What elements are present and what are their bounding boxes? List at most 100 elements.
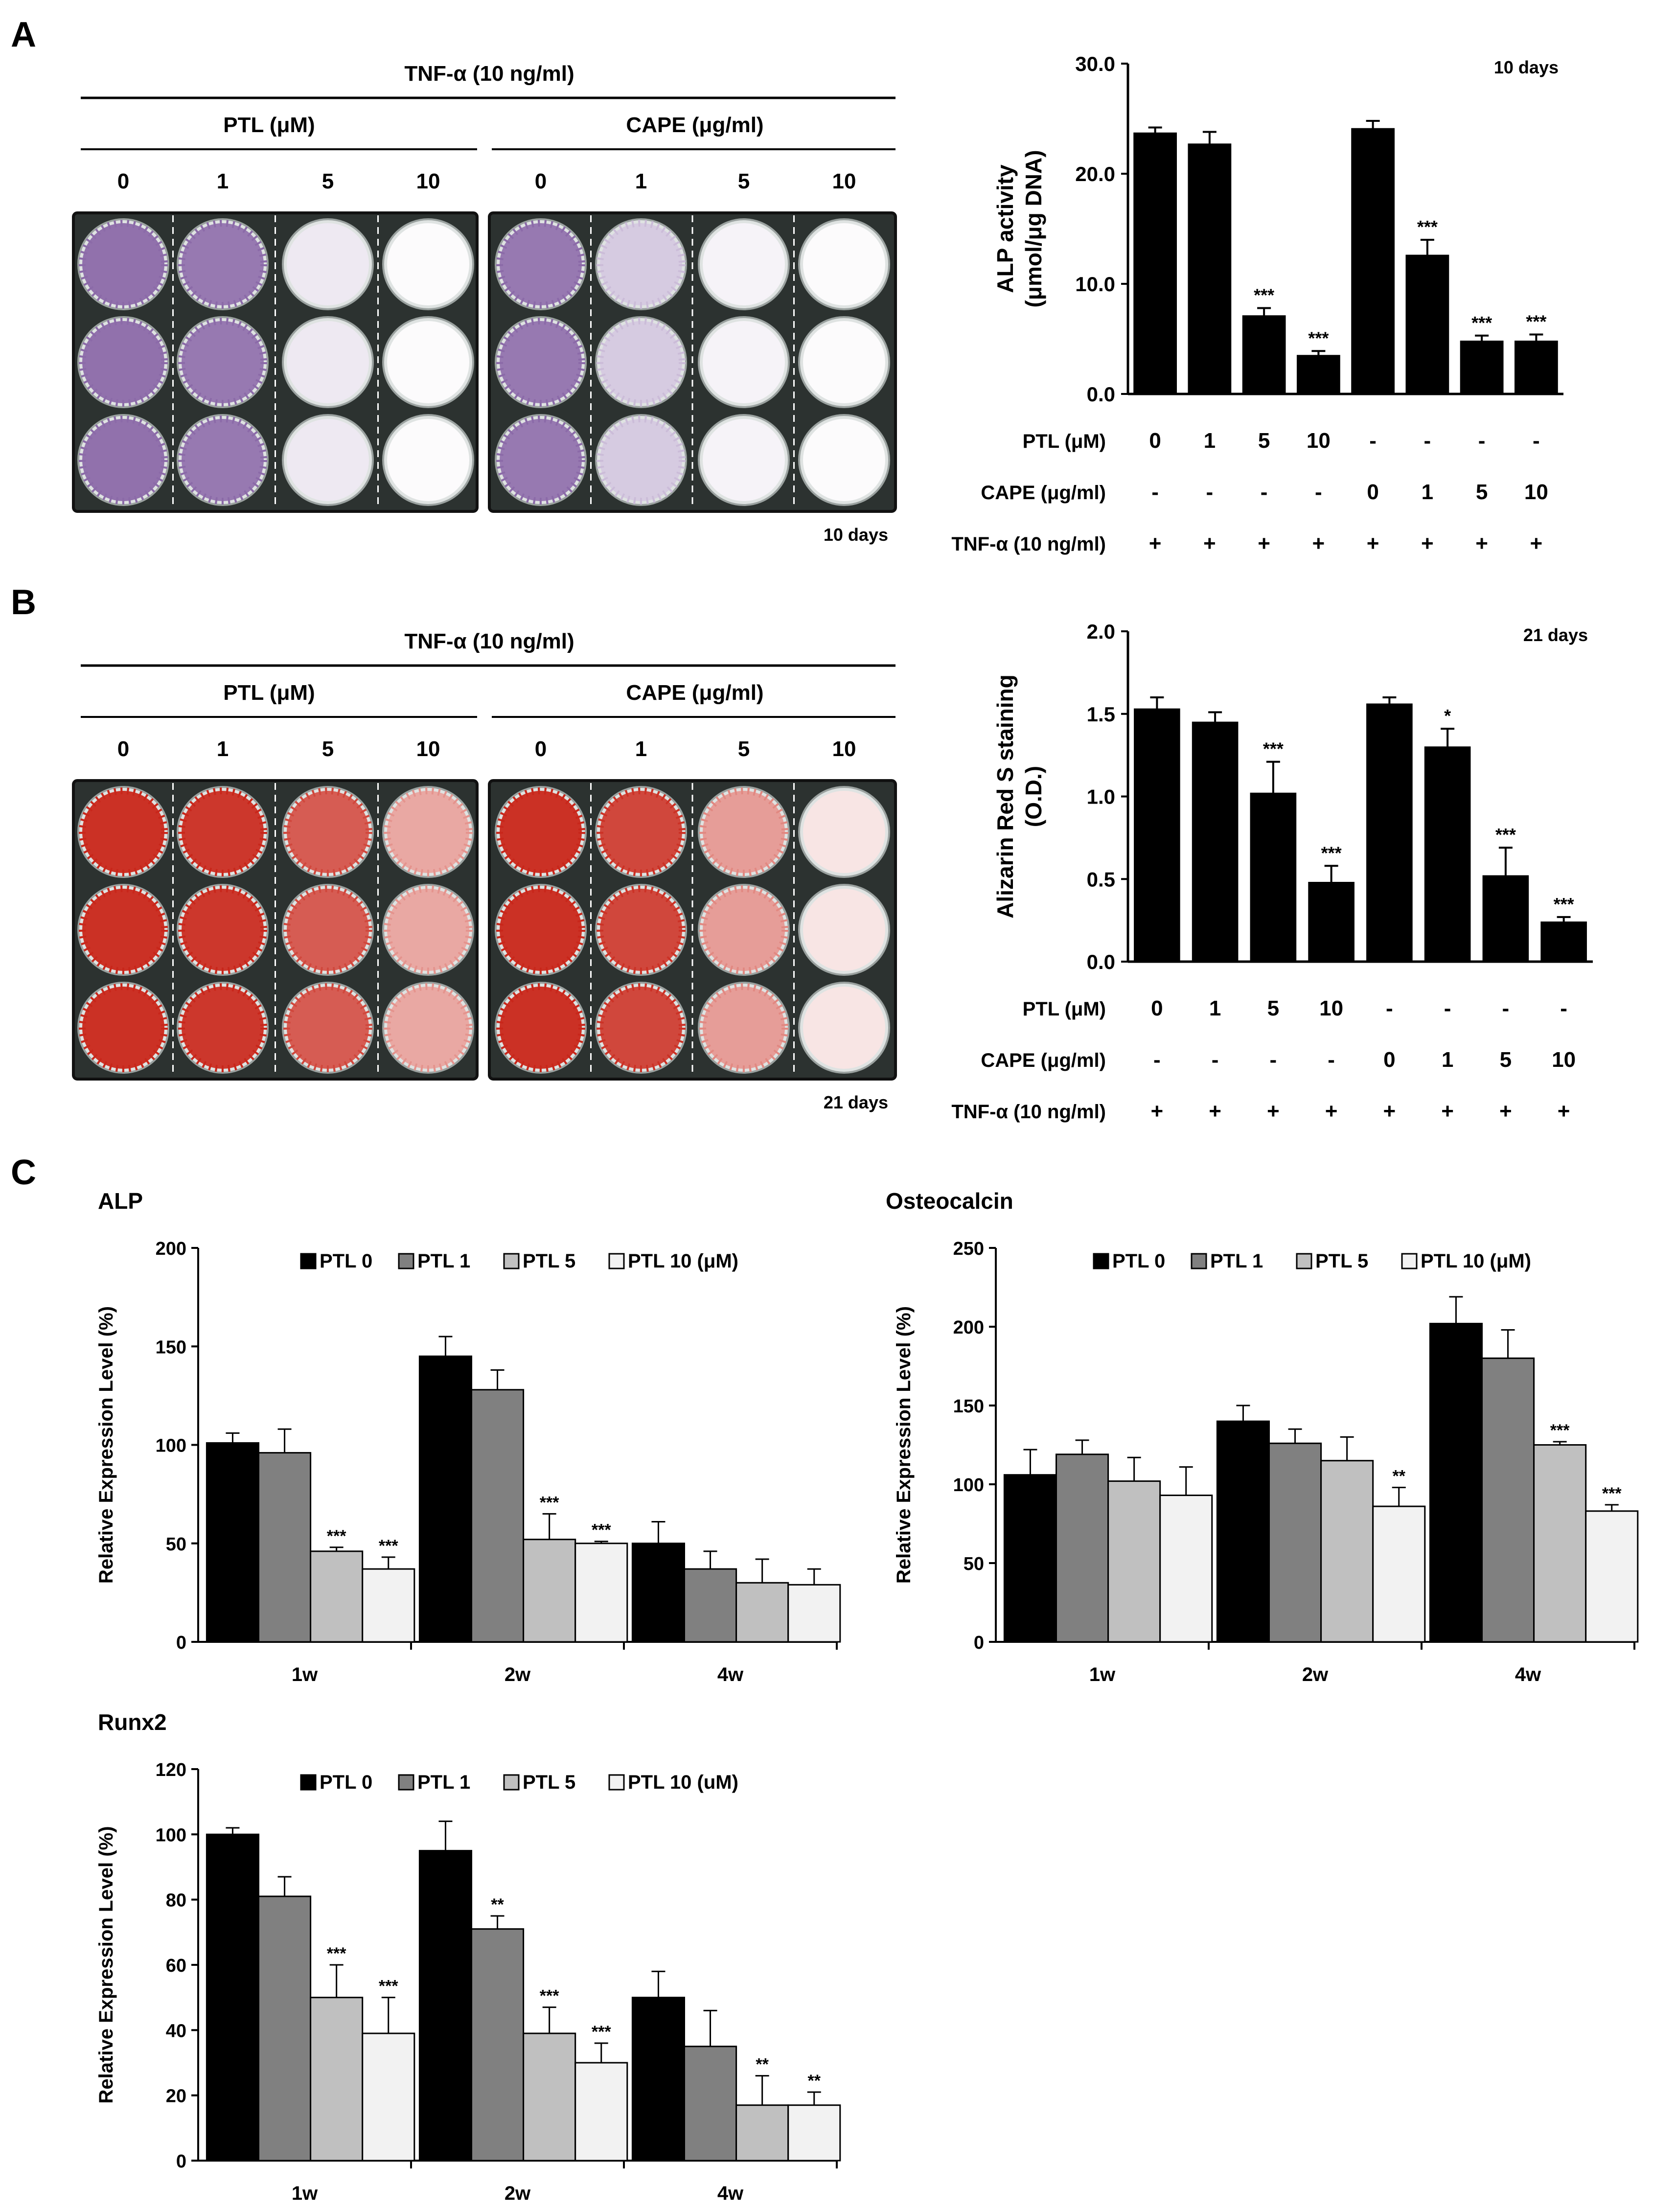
- well-texture: [79, 415, 168, 505]
- y-axis-label: Relative Expression Level (%): [95, 1306, 117, 1584]
- significance-label: ***: [1308, 328, 1329, 348]
- table-cell: +: [1258, 531, 1270, 555]
- table-row-label: TNF-α (10 ng/ml): [951, 1101, 1106, 1123]
- group-label: PTL (μM): [223, 113, 315, 137]
- bar: [1308, 882, 1355, 962]
- legend-swatch: [503, 1774, 520, 1791]
- table-row-label: TNF-α (10 ng/ml): [951, 533, 1106, 555]
- well-stain: [287, 321, 369, 403]
- legend-label: PTL 0: [320, 1250, 372, 1272]
- table-row-label: PTL (μM): [1023, 998, 1106, 1020]
- bar: [1460, 341, 1504, 394]
- legend-swatch: [300, 1774, 317, 1791]
- significance-label: ***: [1471, 313, 1492, 333]
- bar: [735, 1582, 789, 1643]
- y-axis-label: ALP activity (μmol/μg DNA): [992, 150, 1046, 307]
- y-tick-label: 2.0: [1087, 620, 1115, 643]
- well-texture: [79, 220, 168, 309]
- legend-label: PTL 10 (μM): [628, 1250, 738, 1272]
- well-texture: [283, 787, 372, 876]
- well-stain: [182, 987, 264, 1069]
- y-tick-label: 40: [166, 2021, 186, 2041]
- significance-label: ***: [1602, 1484, 1622, 1503]
- panel-b-well-plate: TNF-α (10 ng/ml) PTL (μM) CAPE (μg/ml) 0 1 5 1…: [72, 629, 897, 1112]
- x-tick-label: 4w: [717, 1664, 744, 1685]
- legend-label: PTL 5: [523, 1772, 575, 1793]
- bar: [1242, 315, 1286, 394]
- table-cell: +: [1325, 1099, 1338, 1123]
- well-texture: [79, 983, 168, 1072]
- significance-label: **: [1393, 1467, 1406, 1485]
- y-tick-label: 0.0: [1087, 383, 1115, 406]
- chart-title: Osteocalcin: [886, 1188, 1013, 1214]
- bar: [1424, 746, 1471, 962]
- well-stain: [500, 419, 582, 501]
- bar: [1372, 1505, 1426, 1643]
- table-cell: 1: [1204, 429, 1216, 453]
- dose-label: 5: [322, 737, 334, 761]
- y-tick-label: 0: [974, 1633, 984, 1653]
- bar: [470, 1389, 525, 1643]
- table-cell: -: [1328, 1048, 1335, 1072]
- significance-label: ***: [592, 2023, 611, 2041]
- panel-a-well-plate: TNF-α (10 ng/ml) PTL (μM) CAPE (μg/ml) 0 1 5 1…: [72, 62, 897, 545]
- table-cell: -: [1502, 996, 1510, 1020]
- bar: [1250, 792, 1297, 962]
- table-cell: -: [1369, 429, 1377, 453]
- table-cell: 5: [1258, 429, 1270, 453]
- bar: [362, 1568, 415, 1643]
- well-texture: [496, 220, 585, 309]
- panel-c-alp-chart: ALP 0 50 100 150 200 Relative Expression Level…: [95, 1188, 841, 1685]
- table-cell: +: [1499, 1099, 1512, 1123]
- well-texture: [384, 983, 473, 1072]
- table-cell: 0: [1367, 480, 1378, 504]
- dose-label: 1: [217, 737, 229, 761]
- bar: [1366, 703, 1413, 962]
- well-texture: [597, 415, 686, 505]
- well-stain: [803, 889, 885, 971]
- table-cell: +: [1267, 1099, 1280, 1123]
- bar: [683, 2046, 737, 2162]
- well-stain: [182, 321, 264, 403]
- significance-label: **: [808, 2072, 821, 2090]
- well-texture: [496, 787, 585, 876]
- well-stain: [287, 223, 369, 305]
- y-tick-label: 30.0: [1075, 52, 1115, 75]
- bar: [470, 1928, 525, 2162]
- significance-label: ***: [1526, 312, 1546, 332]
- x-tick-label: 1w: [292, 2183, 318, 2204]
- well-stain: [703, 223, 785, 305]
- y-tick-label: 200: [156, 1239, 186, 1259]
- bar: [206, 1442, 259, 1643]
- well-stain: [600, 889, 682, 971]
- dose-label: 0: [117, 169, 129, 193]
- y-tick-label: 50: [166, 1534, 186, 1555]
- x-tick-label: 4w: [1515, 1664, 1541, 1685]
- table-cell: 0: [1383, 1048, 1395, 1072]
- chart-title: Runx2: [98, 1709, 167, 1735]
- significance-label: ***: [1254, 285, 1274, 305]
- bar: [1351, 128, 1395, 394]
- well-stain: [500, 321, 582, 403]
- well-stain: [287, 419, 369, 501]
- table-cell: -: [1206, 480, 1214, 504]
- table-cell: 1: [1422, 480, 1433, 504]
- legend-label: PTL 5: [523, 1250, 575, 1272]
- well-texture: [178, 885, 267, 974]
- well-texture: [178, 787, 267, 876]
- table-cell: +: [1558, 1099, 1570, 1123]
- table-cell: +: [1367, 531, 1379, 555]
- well-texture: [178, 220, 267, 309]
- well-stain: [82, 791, 164, 873]
- well-stain: [287, 889, 369, 971]
- bar: [574, 1543, 628, 1643]
- bar: [1055, 1453, 1109, 1643]
- bar: [1133, 132, 1177, 394]
- well-stain: [803, 223, 885, 305]
- bar: [787, 1584, 841, 1643]
- table-cell: -: [1560, 996, 1567, 1020]
- table-cell: +: [1383, 1099, 1396, 1123]
- well-stain: [287, 791, 369, 873]
- significance-label: ***: [1495, 825, 1516, 845]
